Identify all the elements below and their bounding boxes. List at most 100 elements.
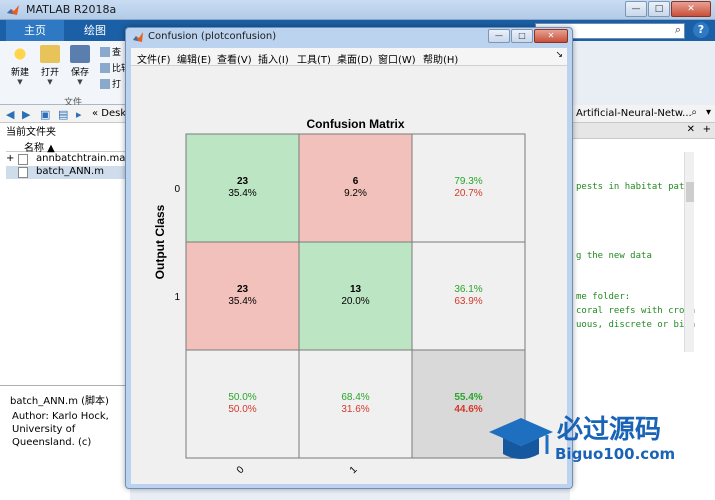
cell-percent: 20.0%	[341, 296, 369, 307]
cell-percent-correct: 55.4%	[454, 392, 482, 403]
search-icon[interactable]: ⌕	[691, 107, 697, 118]
cell-count: 23	[237, 176, 249, 187]
matlab-logo-icon	[7, 5, 19, 15]
menu-help[interactable]: 帮助(H)	[423, 55, 459, 66]
editor-scrollbar[interactable]	[684, 152, 694, 352]
scroll-thumb[interactable]	[686, 182, 694, 202]
expand-icon[interactable]: +	[6, 153, 15, 164]
ribbon-group-label: 文件	[64, 98, 83, 108]
back-arrow-icon[interactable]: ◀	[6, 108, 15, 121]
code-line[interactable]: pests in habitat pat	[576, 182, 685, 192]
find-icon	[100, 46, 110, 57]
chevron-right-icon[interactable]: ▸	[76, 108, 82, 121]
help-icon[interactable]: ?	[693, 22, 709, 38]
forward-arrow-icon[interactable]: ▶	[22, 108, 31, 121]
cell-percent: 35.4%	[228, 188, 256, 199]
cell-percent-incorrect: 44.6%	[454, 404, 482, 415]
cell-percent-incorrect: 63.9%	[454, 296, 482, 307]
cell-count: 13	[350, 284, 362, 295]
details-panel: batch_ANN.m (脚本) Author: Karlo Hock, Uni…	[0, 385, 130, 500]
new-button[interactable]: 新建 ▼	[6, 45, 34, 86]
cell-percent-correct: 36.1%	[454, 284, 482, 295]
figure-menubar: 文件(F) 编辑(E) 查看(V) 插入(I) 工具(T) 桌面(D) 窗口(W…	[131, 48, 567, 66]
menu-tools[interactable]: 工具(T)	[297, 55, 331, 66]
matrix-cell	[185, 133, 300, 243]
save-icon	[70, 45, 90, 63]
code-line[interactable]: uous, discrete or bina	[576, 320, 696, 330]
cell-count: 23	[237, 284, 249, 295]
compare-icon	[100, 62, 110, 73]
matrix-cell	[411, 133, 526, 243]
mat-file-icon	[18, 154, 28, 165]
nav-toolbar: ◀ ▶ ▣ ▤ ▸ « Desk	[0, 105, 130, 123]
tab-plots[interactable]: 绘图	[84, 24, 106, 37]
menu-view[interactable]: 查看(V)	[217, 55, 252, 66]
code-line[interactable]: coral reefs with crown	[576, 306, 696, 316]
details-body: Author: Karlo Hock, University of Queens…	[12, 411, 109, 448]
matrix-cell	[185, 349, 300, 459]
search-icon[interactable]: ⌕	[674, 23, 681, 36]
new-plus-icon	[10, 45, 30, 63]
figure-titlebar[interactable]: Confusion (plotconfusion) — □ ✕	[126, 28, 572, 46]
main-titlebar: MATLAB R2018a — □ ✕	[0, 0, 715, 20]
window-title: MATLAB R2018a	[26, 3, 117, 16]
matlab-logo-icon	[133, 32, 143, 42]
cell-percent-incorrect: 20.7%	[454, 188, 482, 199]
code-line[interactable]: g the new data	[576, 251, 652, 261]
print-button[interactable]: 打	[100, 77, 121, 90]
matrix-cell	[411, 241, 526, 351]
menu-insert[interactable]: 插入(I)	[258, 55, 289, 66]
ribbon: 新建 ▼ 打开 ▼ 保存 ▼ 查 比较 打 文件	[0, 41, 130, 108]
up-folder-icon[interactable]: ▣	[40, 108, 51, 121]
menu-window[interactable]: 窗口(W)	[378, 55, 416, 66]
cell-count: 6	[353, 176, 359, 187]
name-column-header[interactable]: 名称 ▲	[6, 138, 126, 154]
editor-path-bar: Artificial-Neural-Netw... ⌕ ▾	[570, 105, 715, 123]
list-item[interactable]: + annbatchtrain.mat	[6, 153, 130, 165]
watermark-svg: 必过源码 Biguo100.com	[489, 415, 675, 463]
list-item[interactable]: batch_ANN.m	[6, 166, 126, 179]
chevron-down-icon[interactable]: ▾	[705, 107, 711, 118]
minimize-button[interactable]: —	[488, 29, 510, 43]
menu-desktop[interactable]: 桌面(D)	[337, 55, 373, 66]
minimize-button[interactable]: —	[625, 1, 647, 17]
compare-button[interactable]: 比较	[100, 61, 130, 74]
matrix-cell	[298, 349, 413, 459]
editor-path[interactable]: Artificial-Neural-Netw...	[576, 108, 692, 119]
tab-home[interactable]: 主页	[6, 20, 64, 41]
chart-title: Confusion Matrix	[307, 117, 405, 131]
browse-folder-icon[interactable]: ▤	[58, 108, 69, 121]
plus-icon[interactable]: +	[702, 124, 711, 135]
print-icon	[100, 78, 110, 89]
x-tick-label: 0	[235, 464, 247, 476]
find-files-button[interactable]: 查	[100, 45, 121, 58]
open-button[interactable]: 打开 ▼	[36, 45, 64, 86]
confusion-matrix-chart: Confusion Matrix2335.4%69.2%79.3%20.7%23…	[153, 117, 526, 500]
y-tick-label: 1	[174, 292, 180, 303]
cell-percent-incorrect: 50.0%	[228, 404, 256, 415]
maximize-button[interactable]: □	[511, 29, 533, 43]
save-button[interactable]: 保存 ▼	[66, 45, 94, 86]
close-button[interactable]: ✕	[534, 29, 568, 43]
cell-percent-incorrect: 31.6%	[341, 404, 369, 415]
menu-file[interactable]: 文件(F)	[137, 55, 171, 66]
close-icon[interactable]: ✕	[686, 124, 695, 135]
y-tick-label: 0	[174, 184, 180, 195]
graduation-cap-icon	[489, 418, 553, 459]
watermark-logo: 必过源码 Biguo100.com	[485, 410, 715, 470]
x-tick-label: 1	[348, 464, 360, 476]
figure-title: Confusion (plotconfusion)	[148, 31, 277, 42]
close-button[interactable]: ✕	[671, 1, 711, 17]
address-bar[interactable]: « Desk	[92, 108, 127, 119]
maximize-button[interactable]: □	[648, 1, 670, 17]
cell-percent-correct: 68.4%	[341, 392, 369, 403]
matrix-cell	[298, 241, 413, 351]
code-line[interactable]: me folder:	[576, 292, 631, 302]
menu-edit[interactable]: 编辑(E)	[177, 55, 212, 66]
script-file-icon	[18, 167, 28, 178]
cell-percent: 9.2%	[344, 188, 367, 199]
folder-icon	[40, 45, 60, 63]
menu-dock-arrow-icon[interactable]: ↘	[555, 50, 563, 60]
figure-window: Confusion (plotconfusion) — □ ✕ 文件(F) 编辑…	[125, 27, 573, 500]
matrix-cell	[185, 241, 300, 351]
